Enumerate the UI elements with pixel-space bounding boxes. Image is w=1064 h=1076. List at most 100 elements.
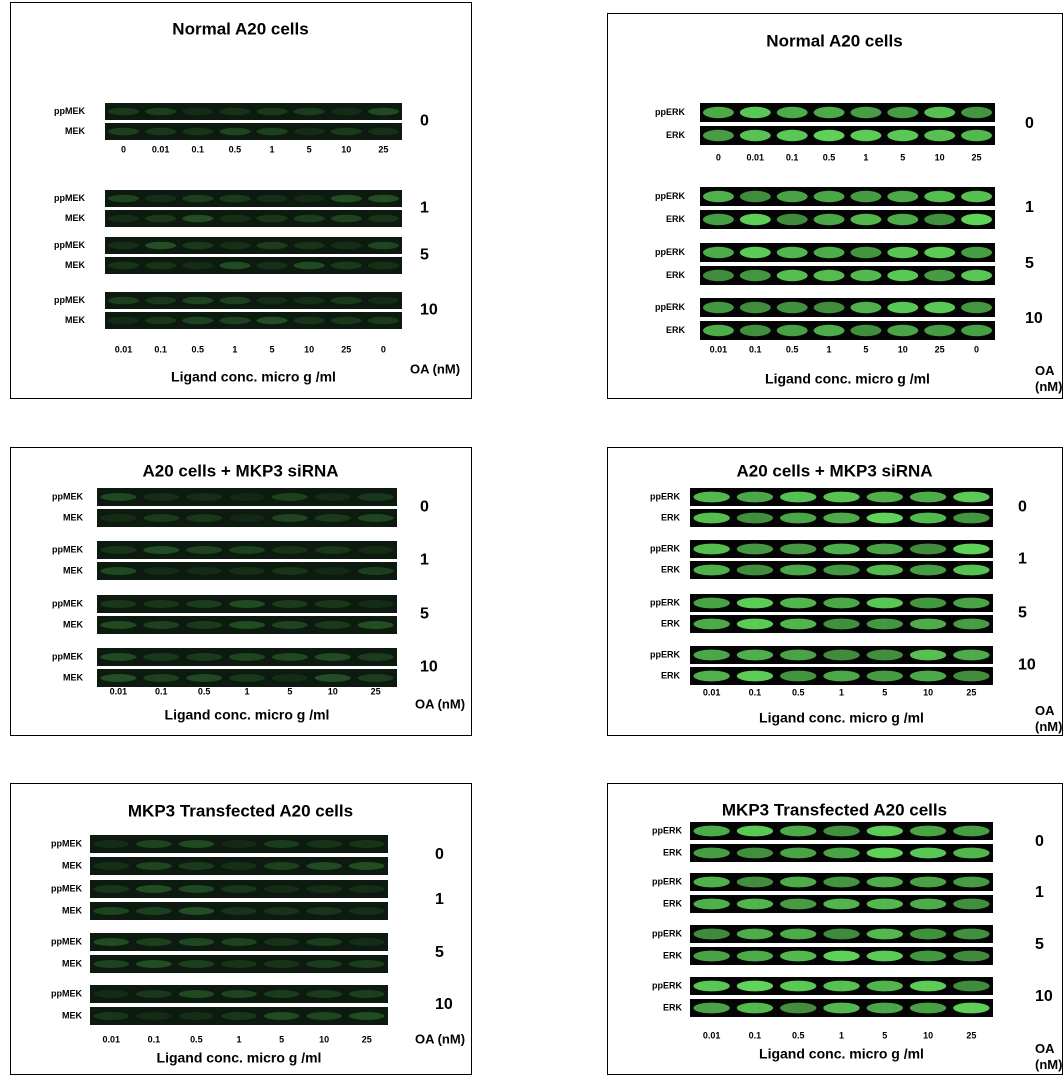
blot-band bbox=[179, 885, 215, 893]
blot-row-label: ppERK bbox=[655, 107, 685, 117]
blot-band bbox=[145, 297, 176, 304]
blot-band bbox=[294, 215, 325, 222]
blot-band bbox=[823, 1003, 859, 1014]
blot-band bbox=[867, 877, 903, 888]
blot-band bbox=[182, 317, 213, 324]
blot-band bbox=[693, 598, 729, 609]
blot-band bbox=[693, 848, 729, 859]
blot-band bbox=[910, 899, 946, 910]
blot-band bbox=[887, 270, 918, 281]
blot-band bbox=[823, 492, 859, 503]
blot-band bbox=[777, 130, 808, 141]
blot-band bbox=[867, 544, 903, 555]
blot-band bbox=[219, 215, 250, 222]
blot-band bbox=[229, 653, 265, 661]
blot-band bbox=[229, 600, 265, 608]
blot-band bbox=[740, 302, 771, 313]
blot-band bbox=[740, 107, 771, 118]
blot-band bbox=[145, 195, 176, 202]
lane-label: 0.1 bbox=[749, 1030, 762, 1040]
blot-band bbox=[740, 247, 771, 258]
blot-band bbox=[306, 1012, 342, 1020]
panel-title: Normal A20 cells bbox=[766, 31, 902, 50]
blot-band bbox=[693, 951, 729, 962]
blot-band bbox=[108, 215, 139, 222]
blot-band bbox=[777, 302, 808, 313]
blot-band bbox=[910, 929, 946, 940]
blot-band bbox=[740, 214, 771, 225]
blot-band bbox=[368, 242, 399, 249]
lane-label: 0.5 bbox=[198, 686, 211, 696]
lane-label: 0.01 bbox=[703, 687, 721, 697]
blot-band bbox=[272, 621, 308, 629]
oa-axis-label: OA(nM) bbox=[1035, 703, 1062, 734]
blot-band bbox=[306, 960, 342, 968]
blot-row-label: ERK bbox=[661, 564, 681, 574]
lane-label: 25 bbox=[378, 144, 388, 154]
blot-band bbox=[924, 247, 955, 258]
blot-band bbox=[703, 130, 734, 141]
blot-band bbox=[186, 674, 222, 682]
blot-row-label: ppMEK bbox=[51, 883, 82, 893]
panel-title: Normal A20 cells bbox=[172, 19, 308, 38]
blot-band bbox=[294, 195, 325, 202]
blot-band bbox=[737, 826, 773, 837]
blot-band bbox=[306, 990, 342, 998]
blot-row-label: ppMEK bbox=[52, 598, 83, 608]
blot-band bbox=[219, 128, 250, 135]
lane-label: 5 bbox=[863, 344, 868, 354]
blot-band bbox=[272, 493, 308, 501]
blot-band bbox=[264, 862, 300, 870]
blot-band bbox=[737, 492, 773, 503]
lane-label: 25 bbox=[935, 344, 945, 354]
blot-band bbox=[221, 862, 257, 870]
blot-band bbox=[740, 191, 771, 202]
blot-band bbox=[221, 907, 257, 915]
blot-band bbox=[737, 650, 773, 661]
lane-label: 5 bbox=[307, 144, 312, 154]
blot-row-label: ERK bbox=[663, 1002, 683, 1012]
blot-band bbox=[315, 514, 351, 522]
blot-band bbox=[823, 929, 859, 940]
blot-band bbox=[256, 128, 287, 135]
lane-label: 1 bbox=[839, 1030, 844, 1040]
blot-band bbox=[953, 826, 989, 837]
oa-concentration: 0 bbox=[1018, 499, 1027, 516]
blot-band bbox=[186, 514, 222, 522]
blot-band bbox=[358, 600, 394, 608]
lane-label: 0.01 bbox=[152, 144, 170, 154]
blot-band bbox=[777, 191, 808, 202]
blot-band bbox=[924, 107, 955, 118]
lane-label: 0.01 bbox=[703, 1030, 721, 1040]
blot-band bbox=[256, 262, 287, 269]
blot-band bbox=[349, 990, 385, 998]
blot-band bbox=[145, 128, 176, 135]
blot-band bbox=[182, 242, 213, 249]
panel-title: MKP3 Transfected A20 cells bbox=[128, 801, 353, 820]
blot-band bbox=[777, 325, 808, 336]
blot-band bbox=[703, 302, 734, 313]
oa-concentration: 0 bbox=[435, 846, 444, 863]
blot-band bbox=[850, 191, 881, 202]
oa-concentration: 5 bbox=[420, 247, 429, 264]
blot-band bbox=[136, 840, 172, 848]
blot-band bbox=[910, 877, 946, 888]
lane-label: 25 bbox=[371, 686, 381, 696]
blot-band bbox=[229, 514, 265, 522]
blot-band bbox=[740, 130, 771, 141]
blot-row-label: ERK bbox=[666, 130, 686, 140]
blot-band bbox=[315, 493, 351, 501]
oa-concentration: 1 bbox=[420, 200, 429, 217]
lane-label: 5 bbox=[287, 686, 292, 696]
blot-band bbox=[331, 297, 362, 304]
blot-band bbox=[924, 191, 955, 202]
blot-row-label: ppERK bbox=[652, 980, 682, 990]
x-axis-label: Ligand conc. micro g /ml bbox=[759, 710, 924, 726]
blot-band bbox=[93, 840, 129, 848]
lane-label: 5 bbox=[900, 152, 905, 162]
blot-band bbox=[315, 621, 351, 629]
blot-band bbox=[961, 247, 992, 258]
blot-row-label: ppERK bbox=[655, 191, 685, 201]
blot-band bbox=[823, 619, 859, 630]
blot-band bbox=[823, 848, 859, 859]
